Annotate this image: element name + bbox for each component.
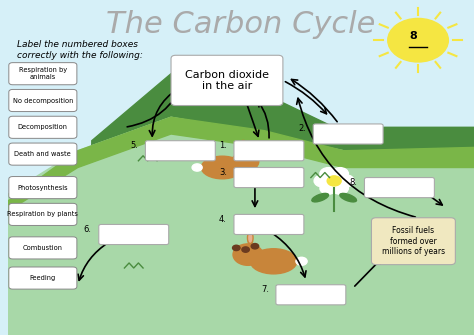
- FancyBboxPatch shape: [9, 89, 77, 112]
- Text: 3.: 3.: [219, 168, 227, 177]
- Circle shape: [296, 257, 307, 265]
- Ellipse shape: [250, 249, 297, 274]
- Text: 6.: 6.: [84, 225, 92, 234]
- Circle shape: [233, 244, 263, 265]
- Ellipse shape: [247, 231, 253, 245]
- Text: Combustion: Combustion: [23, 245, 63, 251]
- Text: Respiration by plants: Respiration by plants: [8, 211, 78, 217]
- FancyBboxPatch shape: [234, 168, 304, 188]
- Text: Photosynthesis: Photosynthesis: [18, 185, 68, 191]
- Circle shape: [251, 244, 259, 249]
- Polygon shape: [92, 74, 474, 201]
- FancyBboxPatch shape: [9, 116, 77, 138]
- Text: 4.: 4.: [219, 215, 227, 224]
- Text: Feeding: Feeding: [30, 275, 56, 281]
- Circle shape: [388, 18, 448, 62]
- FancyBboxPatch shape: [372, 218, 456, 265]
- Text: Fossil fuels
formed over
millions of years: Fossil fuels formed over millions of yea…: [382, 226, 445, 256]
- FancyBboxPatch shape: [313, 124, 383, 144]
- FancyBboxPatch shape: [171, 55, 283, 106]
- Circle shape: [233, 245, 240, 251]
- Text: The Carbon Cycle: The Carbon Cycle: [106, 10, 375, 39]
- Polygon shape: [8, 117, 474, 211]
- Text: Carbon dioxide
in the air: Carbon dioxide in the air: [185, 70, 269, 91]
- FancyBboxPatch shape: [9, 177, 77, 199]
- FancyBboxPatch shape: [9, 237, 77, 259]
- Text: Label the numbered boxes
correctly with the following:: Label the numbered boxes correctly with …: [17, 40, 143, 60]
- Circle shape: [192, 164, 202, 171]
- Circle shape: [332, 168, 348, 180]
- Text: Respiration by
animals: Respiration by animals: [19, 67, 67, 80]
- Text: 8.: 8.: [349, 178, 357, 187]
- Ellipse shape: [249, 234, 252, 242]
- Text: 5.: 5.: [130, 141, 138, 150]
- FancyBboxPatch shape: [9, 143, 77, 165]
- Ellipse shape: [241, 140, 246, 152]
- Text: 2.: 2.: [298, 125, 306, 133]
- Circle shape: [320, 168, 337, 180]
- FancyBboxPatch shape: [9, 203, 77, 225]
- Text: 1.: 1.: [219, 141, 227, 150]
- Text: 7.: 7.: [261, 285, 269, 294]
- FancyBboxPatch shape: [99, 224, 169, 245]
- FancyBboxPatch shape: [146, 141, 215, 161]
- FancyBboxPatch shape: [234, 214, 304, 234]
- FancyBboxPatch shape: [365, 178, 434, 198]
- Text: No decomposition: No decomposition: [13, 97, 73, 104]
- Ellipse shape: [312, 193, 328, 202]
- Text: 8: 8: [410, 30, 418, 41]
- FancyBboxPatch shape: [9, 63, 77, 85]
- Circle shape: [327, 176, 341, 186]
- Circle shape: [242, 247, 249, 252]
- FancyBboxPatch shape: [234, 141, 304, 161]
- Polygon shape: [8, 117, 474, 335]
- Circle shape: [232, 152, 259, 171]
- Text: Decomposition: Decomposition: [18, 124, 68, 130]
- Circle shape: [337, 175, 354, 187]
- Circle shape: [320, 182, 337, 194]
- Ellipse shape: [242, 143, 245, 150]
- Text: Death and waste: Death and waste: [15, 151, 71, 157]
- Ellipse shape: [340, 193, 356, 202]
- FancyBboxPatch shape: [9, 267, 77, 289]
- Circle shape: [332, 182, 348, 194]
- FancyBboxPatch shape: [276, 285, 346, 305]
- Circle shape: [314, 175, 331, 187]
- Ellipse shape: [201, 156, 243, 179]
